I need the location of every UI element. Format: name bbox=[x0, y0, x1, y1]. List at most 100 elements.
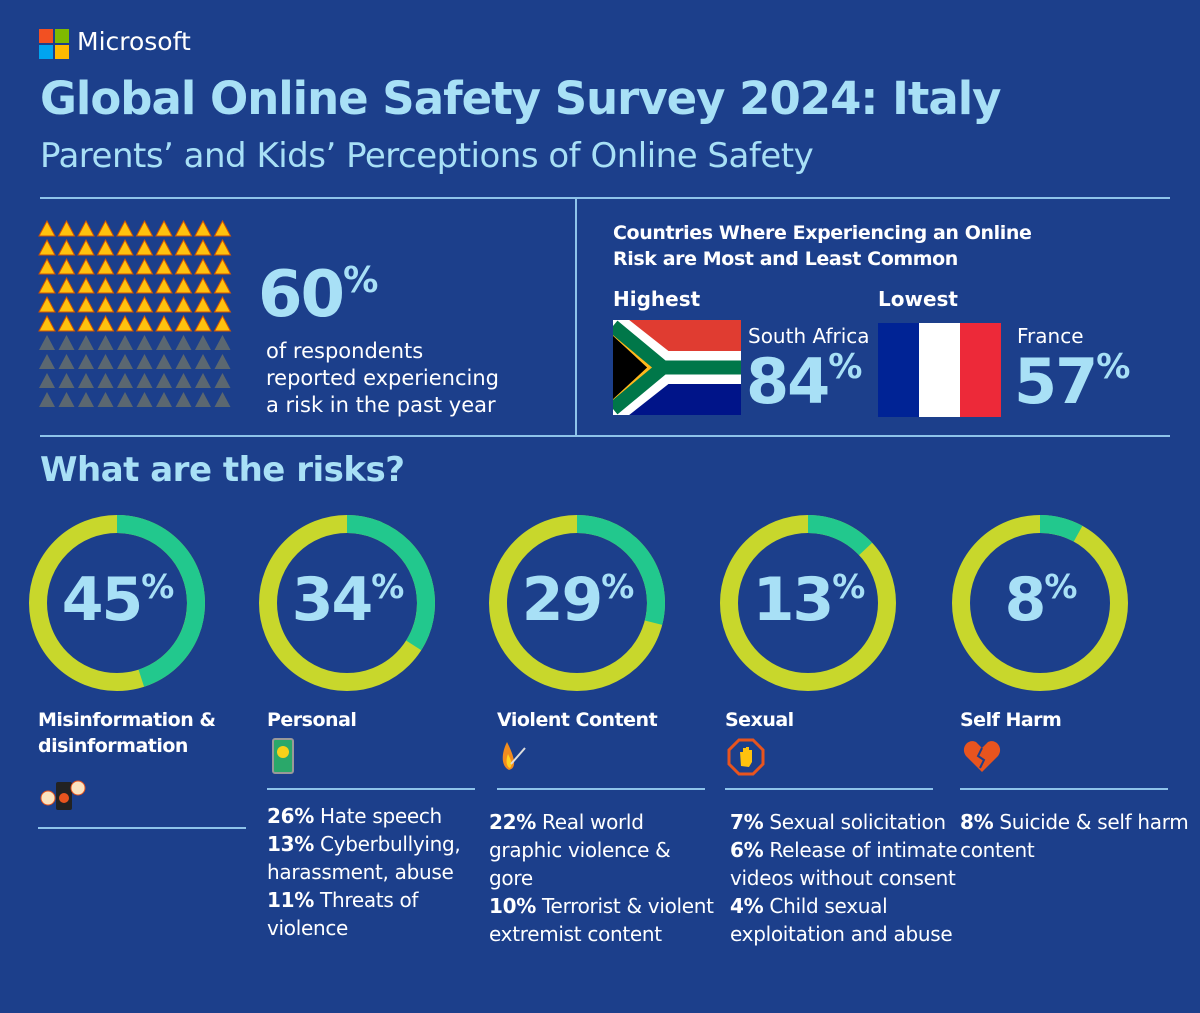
countries-heading: Countries Where Experiencing an Online Ri… bbox=[613, 222, 1032, 270]
detail-item: 10% Terrorist & violent extremist conten… bbox=[489, 894, 714, 946]
risk-details: 7% Sexual solicitation 6% Release of inti… bbox=[730, 808, 960, 948]
grey-triangle-icon bbox=[39, 335, 55, 350]
page-title: Global Online Safety Survey 2024: Italy bbox=[40, 72, 1001, 125]
warning-triangle-icon bbox=[116, 314, 134, 332]
warning-triangle-icon bbox=[57, 276, 76, 294]
warning-triangle-icon bbox=[116, 238, 134, 256]
warning-triangle-icon bbox=[174, 276, 193, 294]
grey-triangle-icon bbox=[214, 354, 231, 369]
grey-triangle-icon bbox=[175, 335, 192, 350]
risk-details: 22% Real world graphic violence & gore 10… bbox=[489, 808, 719, 948]
warning-triangle-icon bbox=[155, 295, 173, 313]
donut-value: 29% bbox=[521, 565, 635, 635]
warning-triangle-icon bbox=[174, 295, 193, 313]
grey-triangle-icon bbox=[214, 335, 231, 350]
south-africa-flag bbox=[613, 320, 741, 415]
donut-value: 34% bbox=[291, 565, 405, 635]
grey-triangle-icon bbox=[136, 335, 153, 350]
warning-triangle-icon bbox=[155, 238, 173, 256]
donut-chart bbox=[29, 515, 205, 691]
warning-triangle-icon bbox=[38, 238, 56, 256]
page-subtitle: Parents’ and Kids’ Perceptions of Online… bbox=[40, 136, 814, 176]
risk-category: Self Harm bbox=[960, 709, 1062, 731]
microsoft-logo bbox=[39, 29, 69, 59]
grey-triangle-icon bbox=[175, 354, 192, 369]
broken-heart-icon bbox=[962, 738, 1001, 774]
warning-triangle-icon bbox=[174, 238, 193, 256]
grey-triangle-icon bbox=[195, 335, 211, 350]
donut-chart bbox=[489, 515, 665, 691]
donut-chart bbox=[952, 515, 1128, 691]
detail-item: 13% Cyberbullying, harassment, abuse bbox=[267, 832, 461, 884]
grey-triangle-icon bbox=[97, 392, 114, 407]
divider bbox=[40, 435, 1170, 437]
brand-name: Microsoft bbox=[77, 27, 191, 56]
grey-triangle-icon bbox=[39, 354, 55, 369]
warning-triangle-icon bbox=[194, 314, 212, 332]
lowest-label: Lowest bbox=[878, 287, 958, 311]
warning-triangle-icon bbox=[135, 220, 154, 237]
warning-triangle-icon bbox=[174, 220, 193, 237]
divider-vertical bbox=[575, 199, 577, 435]
warning-triangle-icon bbox=[57, 238, 76, 256]
grey-triangle-icon bbox=[97, 354, 114, 369]
lowest-country: France bbox=[1017, 324, 1084, 348]
warning-triangle-icon bbox=[155, 276, 173, 294]
warning-triangle-icon bbox=[96, 220, 115, 237]
warning-triangle-icon bbox=[38, 257, 56, 275]
grey-triangle-icon bbox=[156, 373, 172, 388]
risk-category: Violent Content bbox=[497, 709, 658, 731]
warning-triangle-icon bbox=[155, 257, 173, 275]
highest-country: South Africa bbox=[748, 324, 870, 348]
grey-triangle-icon bbox=[39, 392, 55, 407]
warning-triangle-icon bbox=[116, 295, 134, 313]
warning-triangle-icon bbox=[96, 314, 115, 332]
grey-triangle-icon bbox=[195, 392, 211, 407]
divider bbox=[38, 827, 246, 829]
stop-hand-icon bbox=[727, 738, 765, 776]
grey-triangle-icon bbox=[117, 354, 133, 369]
grey-triangle-icon bbox=[39, 373, 55, 388]
warning-triangle-icon bbox=[57, 220, 76, 237]
donut-segment bbox=[259, 515, 435, 691]
risk-details: 26% Hate speech 13% Cyberbullying, harass… bbox=[267, 802, 472, 942]
warning-triangle-icon bbox=[57, 295, 76, 313]
donut-value: 13% bbox=[752, 565, 866, 635]
grey-triangle-icon bbox=[175, 392, 192, 407]
highest-value: 84% bbox=[746, 345, 862, 418]
warning-triangle-icon bbox=[194, 238, 212, 256]
donut-segment bbox=[489, 515, 665, 691]
warning-triangle-icon bbox=[174, 257, 193, 275]
grey-triangle-icon bbox=[117, 373, 133, 388]
grey-triangle-icon bbox=[78, 373, 94, 388]
grey-triangle-icon bbox=[58, 335, 75, 350]
france-flag bbox=[878, 323, 1001, 417]
divider bbox=[497, 788, 705, 790]
warning-triangle-icon bbox=[135, 238, 154, 256]
warning-triangle-icon bbox=[155, 314, 173, 332]
donut-segment bbox=[29, 515, 205, 691]
grey-triangle-icon bbox=[156, 392, 172, 407]
grey-triangle-icon bbox=[156, 335, 172, 350]
grey-triangle-icon bbox=[58, 392, 75, 407]
divider bbox=[960, 788, 1168, 790]
highest-label: Highest bbox=[613, 287, 701, 311]
warning-triangle-icon bbox=[213, 295, 232, 313]
warning-triangle-icon bbox=[194, 295, 212, 313]
fire-match-icon bbox=[499, 738, 529, 774]
detail-item: 22% Real world graphic violence & gore bbox=[489, 810, 671, 890]
grey-triangle-icon bbox=[58, 354, 75, 369]
divider bbox=[267, 788, 475, 790]
warning-triangle-icon bbox=[116, 220, 134, 237]
overall-caption: of respondents reported experiencing a ris… bbox=[266, 339, 500, 417]
warning-triangle-icon bbox=[135, 314, 154, 332]
grey-triangle-icon bbox=[117, 335, 133, 350]
risks-heading: What are the risks? bbox=[40, 450, 405, 490]
warning-triangle-icon bbox=[116, 276, 134, 294]
donut-chart bbox=[720, 515, 896, 691]
grey-triangle-icon bbox=[97, 373, 114, 388]
detail-item: 8% Suicide & self harm content bbox=[960, 810, 1189, 862]
grey-triangle-icon bbox=[97, 335, 114, 350]
risk-category: Personal bbox=[267, 709, 357, 731]
grey-triangle-icon bbox=[175, 373, 192, 388]
